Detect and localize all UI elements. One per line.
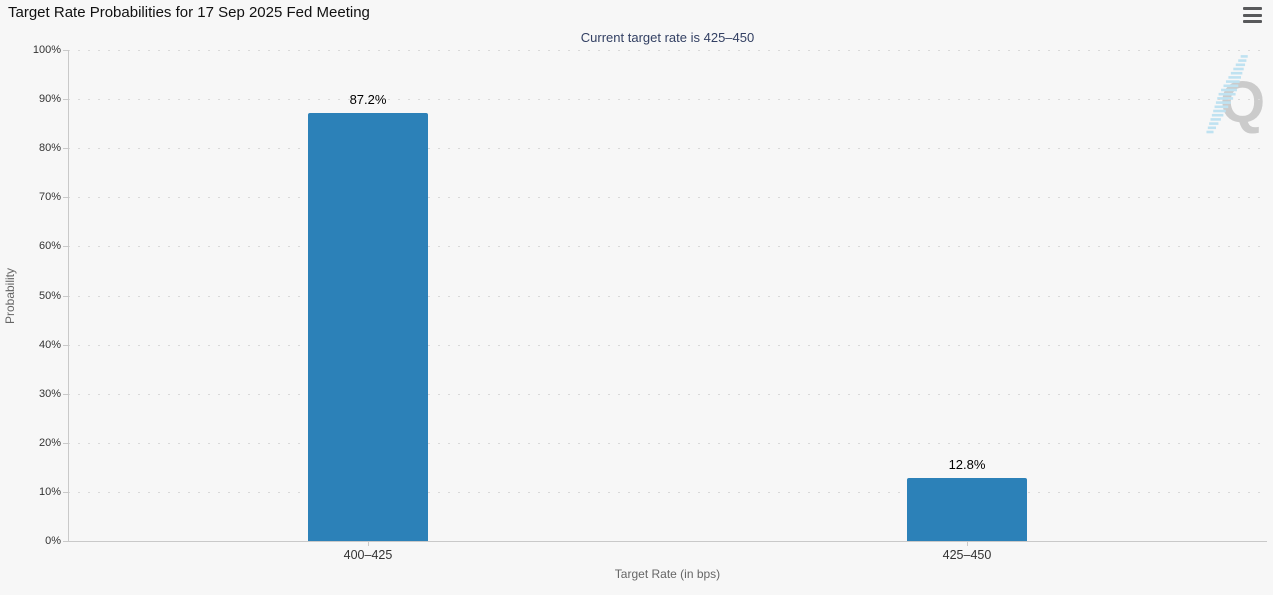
x-axis-category-label: 425–450 [942,548,992,562]
x-axis-category-label: 400–425 [343,548,393,562]
y-axis-tick-label: 0% [45,535,61,547]
y-gridline [68,394,1267,395]
y-axis-tick [63,99,68,100]
hamburger-bar [1243,7,1262,10]
bar-value-label: 12.8% [948,457,986,472]
y-gridline [68,492,1267,493]
y-axis-tick-label: 60% [38,240,61,252]
probability-bar[interactable] [308,113,428,541]
hamburger-bar [1243,13,1262,17]
y-gridline [68,50,1267,51]
x-axis-tick [368,541,369,546]
y-axis-tick [63,492,68,493]
y-axis-tick [63,148,68,149]
probability-bar[interactable] [907,478,1027,541]
y-axis-line [68,50,69,541]
y-axis-tick-label: 70% [38,191,61,203]
bar-value-label: 87.2% [349,92,387,107]
y-axis-tick [63,541,68,542]
x-axis-line [68,541,1267,542]
y-gridline [68,99,1267,100]
x-axis-title: Target Rate (in bps) [614,567,721,581]
y-axis-tick [63,394,68,395]
y-axis-tick-label: 40% [38,339,61,351]
y-axis-tick [63,296,68,297]
y-axis-tick [63,50,68,51]
y-axis-tick-label: 30% [38,388,61,400]
y-gridline [68,197,1267,198]
hamburger-menu-icon[interactable] [1242,7,1263,25]
y-axis-tick-label: 100% [32,44,61,56]
y-gridline [68,443,1267,444]
y-axis-tick [63,246,68,247]
quikstrike-q-icon: Q [1206,55,1265,135]
y-axis-tick-label: 50% [38,290,61,302]
chart-title: Target Rate Probabilities for 17 Sep 202… [8,4,370,21]
y-gridline [68,246,1267,247]
y-axis-tick [63,345,68,346]
y-gridline [68,148,1267,149]
y-axis-tick-label: 80% [38,142,61,154]
y-axis-tick [63,197,68,198]
y-gridline [68,345,1267,346]
y-gridline [68,296,1267,297]
svg-text:Q: Q [1220,70,1265,135]
y-axis-tick-label: 20% [38,437,61,449]
x-axis-tick [967,541,968,546]
quikstrike-logo-watermark: Q [1198,50,1268,138]
hamburger-bar [1243,20,1262,23]
y-axis-tick-label: 90% [38,93,61,105]
chart-subtitle: Current target rate is 425–450 [580,30,755,45]
y-axis-tick [63,443,68,444]
y-axis-tick-label: 10% [38,486,61,498]
